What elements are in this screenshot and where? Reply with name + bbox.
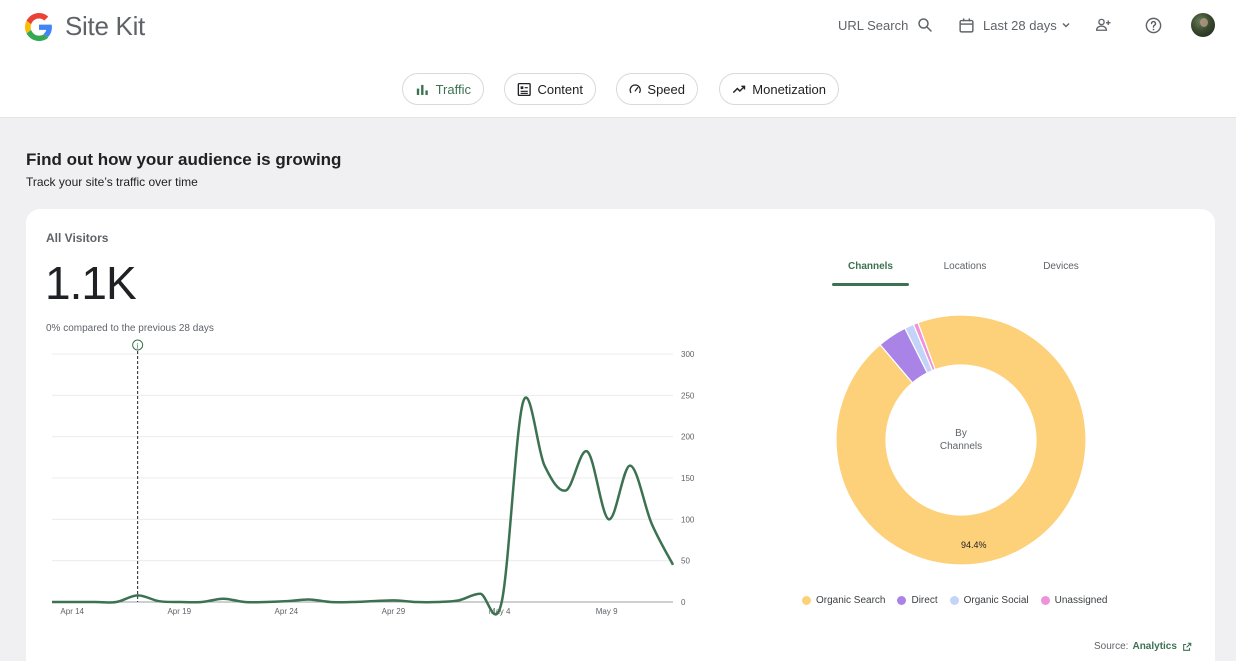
data-source: Source: Analytics: [1094, 641, 1192, 652]
visitors-line-chart: 300 250 200 150 100 50 0 Apr 14 Apr 19 Apr 24 Apr …: [52, 339, 695, 616]
donut-legend: Organic Search Direct Organic Social Una…: [802, 595, 1119, 606]
article-icon: [517, 82, 531, 96]
legend-item-direct[interactable]: Direct: [897, 595, 938, 606]
x-tick-label: Apr 29: [382, 607, 406, 616]
legend-label: Organic Social: [963, 595, 1029, 606]
metric-label: All Visitors: [46, 231, 109, 245]
donut-slice-organic-search: [835, 314, 1087, 566]
bar-chart-icon: [416, 84, 428, 95]
chip-monetization[interactable]: Monetization: [719, 73, 839, 105]
metric-comparison: 0% compared to the previous 28 days: [46, 323, 214, 334]
trending-up-icon: [732, 85, 746, 94]
y-tick-label: 150: [681, 474, 695, 483]
help-icon: [1145, 17, 1161, 33]
tab-locations[interactable]: Locations: [943, 261, 987, 272]
y-tick-label: 0: [681, 598, 686, 607]
add-user-button[interactable]: [1090, 12, 1116, 38]
breakdown-tabs: Channels Locations Devices: [832, 261, 1092, 287]
legend-label: Organic Search: [816, 595, 886, 606]
x-tick-label: Apr 24: [275, 607, 299, 616]
legend-item-unassigned[interactable]: Unassigned: [1040, 595, 1108, 606]
legend-swatch: [1040, 596, 1050, 605]
legend-swatch: [802, 596, 811, 605]
y-tick-label: 50: [681, 557, 690, 566]
tab-channels[interactable]: Channels: [847, 261, 893, 272]
x-tick-label: May 9: [596, 607, 618, 616]
date-range-selector[interactable]: Last 28 days: [958, 14, 1071, 36]
annotation-info-icon: [132, 339, 144, 351]
donut-slice-unassigned: [912, 321, 936, 372]
donut-center-line2: Channels: [939, 441, 983, 452]
metric-value: 1.1K: [45, 257, 137, 309]
annotation-info-glyph: i: [136, 342, 139, 351]
chip-label: Traffic: [435, 81, 471, 97]
chip-label: Monetization: [752, 81, 826, 97]
chevron-down-icon: [1062, 23, 1070, 28]
speedometer-icon: [629, 84, 641, 94]
external-link-icon: [1183, 642, 1192, 651]
date-range-label: Last 28 days: [983, 17, 1057, 33]
calendar-icon: [959, 17, 974, 33]
chip-label: Speed: [647, 81, 685, 97]
user-avatar[interactable]: [1191, 13, 1215, 37]
y-tick-label: 300: [681, 350, 695, 359]
analytics-link[interactable]: Analytics: [1132, 641, 1177, 652]
app-name: Site Kit: [65, 11, 145, 41]
url-search-button[interactable]: URL Search: [838, 14, 934, 36]
section-title: Find out how your audience is growing: [26, 150, 342, 169]
chip-content[interactable]: Content: [504, 73, 596, 105]
chip-speed[interactable]: Speed: [616, 73, 698, 105]
url-search-label: URL Search: [838, 17, 909, 33]
x-tick-label: Apr 14: [60, 607, 84, 616]
donut-center-label: By Channels: [911, 427, 1011, 453]
tab-devices[interactable]: Devices: [1043, 261, 1079, 272]
person-add-icon: [1095, 18, 1111, 31]
legend-swatch: [949, 596, 959, 605]
top-bar: Site Kit URL Search Last 28 days: [0, 0, 1236, 118]
search-icon: [918, 18, 933, 32]
legend-item-organic-social[interactable]: Organic Social: [949, 595, 1029, 606]
google-g-icon: [25, 12, 52, 41]
active-tab-indicator: [832, 283, 909, 286]
source-prefix: Source:: [1094, 641, 1129, 652]
legend-label: Direct: [911, 595, 938, 606]
y-tick-label: 200: [681, 433, 695, 442]
section-subtitle: Track your site’s traffic over time: [26, 175, 198, 189]
site-kit-logo[interactable]: Site Kit: [25, 11, 145, 42]
donut-center-line1: By: [955, 428, 967, 439]
all-visitors-card: All Visitors 1.1K 0% compared to the pre…: [26, 209, 1215, 661]
x-tick-label: Apr 19: [167, 607, 191, 616]
y-tick-label: 250: [681, 391, 695, 400]
donut-data-label: 94.4%: [961, 540, 987, 550]
legend-item-organic-search[interactable]: Organic Search: [802, 595, 885, 606]
dashboard-nav: Traffic Content Speed Monetiz: [0, 73, 1236, 105]
chip-traffic[interactable]: Traffic: [402, 73, 484, 105]
visitors-series-line: [52, 396, 675, 616]
chip-label: Content: [537, 81, 583, 97]
y-tick-label: 100: [681, 515, 695, 524]
legend-label: Unassigned: [1054, 595, 1108, 606]
channels-donut-chart: [835, 314, 1087, 566]
help-button[interactable]: [1140, 12, 1166, 38]
legend-swatch: [897, 596, 907, 605]
